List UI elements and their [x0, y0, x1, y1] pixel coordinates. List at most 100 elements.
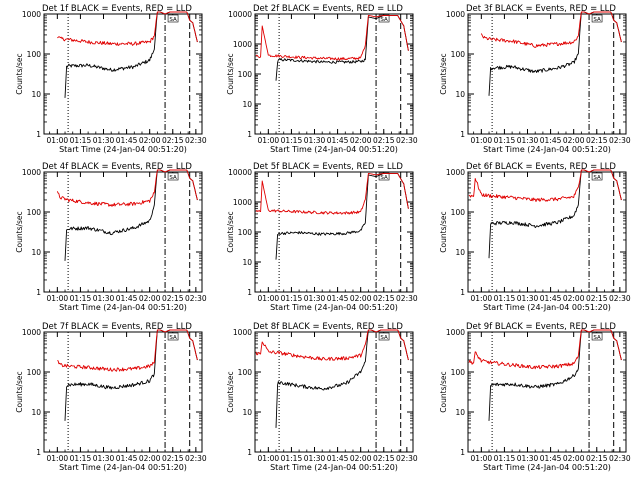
panel-det-8f: Det 8f BLACK = Events, RED = LLD 1 10 100 10… — [226, 322, 418, 472]
y-tick-label: 1 — [36, 130, 41, 139]
y-tick-label: 1000 — [233, 198, 252, 207]
x-tick-label: 01:15 — [70, 294, 92, 303]
y-tick-label: 1 — [247, 288, 252, 297]
x-tick-label: 01:00 — [471, 136, 493, 145]
sa-flag-box — [591, 172, 603, 181]
panel-det-4f: Det 4f BLACK = Events, RED = LLD 1 10 100 10… — [15, 162, 207, 312]
y-tick-label: 1000 — [446, 10, 465, 19]
x-tick-label: 02:30 — [185, 454, 207, 463]
x-tick-label: 02:00 — [139, 136, 161, 145]
x-tick-label: 01:00 — [258, 454, 280, 463]
y-tick-label: 10 — [242, 100, 252, 109]
x-tick-label: 01:15 — [281, 454, 303, 463]
x-tick-label: 01:30 — [517, 136, 539, 145]
x-tick-label: 02:30 — [609, 454, 631, 463]
sa-flag-label: SA — [593, 17, 601, 23]
y-axis-label: Counts/sec — [226, 53, 235, 94]
y-tick-label: 100 — [27, 50, 42, 59]
series-line-lld — [480, 11, 622, 48]
sa-flag-label: SA — [169, 175, 177, 181]
y-axis-label: Counts/sec — [439, 53, 448, 94]
series-line-events — [64, 169, 198, 261]
series-line-lld — [468, 169, 622, 203]
x-tick-label: 01:30 — [93, 294, 115, 303]
x-tick-label: 01:45 — [116, 294, 138, 303]
panel-title: Det 2f BLACK = Events, RED = LLD — [253, 4, 403, 14]
series-line-events — [275, 329, 409, 428]
y-axis-label: Counts/sec — [439, 371, 448, 412]
series-line-events — [64, 11, 198, 98]
x-tick-label: 02:30 — [609, 136, 631, 145]
x-tick-label: 02:15 — [373, 454, 395, 463]
sa-flag-box — [167, 172, 179, 181]
x-tick-label: 01:00 — [471, 454, 493, 463]
y-tick-label: 10 — [455, 90, 465, 99]
series-line-events — [488, 11, 622, 96]
x-tick-label: 01:15 — [494, 454, 516, 463]
panel-title: Det 8f BLACK = Events, RED = LLD — [253, 322, 403, 332]
x-tick-label: 01:00 — [471, 294, 493, 303]
panel-title: Det 1f BLACK = Events, RED = LLD — [42, 4, 192, 14]
plot-frame — [467, 331, 627, 453]
y-tick-label: 1 — [36, 288, 41, 297]
x-tick-label: 02:30 — [609, 294, 631, 303]
y-axis-label: Counts/sec — [15, 211, 24, 252]
x-tick-label: 02:00 — [350, 294, 372, 303]
sa-flag-label: SA — [169, 17, 177, 23]
series-line-lld — [57, 11, 198, 46]
x-tick-label: 02:00 — [563, 454, 585, 463]
y-tick-label: 1 — [460, 448, 465, 457]
series-line-lld — [56, 169, 198, 207]
x-tick-label: 01:00 — [258, 294, 280, 303]
x-tick-label: 01:30 — [93, 136, 115, 145]
sa-flag-label: SA — [593, 175, 601, 181]
y-tick-label: 1000 — [233, 328, 252, 337]
y-tick-label: 1000 — [446, 168, 465, 177]
sa-flag-label: SA — [380, 17, 388, 23]
sa-flag-box — [591, 14, 603, 23]
y-axis-label: Counts/sec — [226, 371, 235, 412]
x-tick-label: 02:00 — [350, 454, 372, 463]
y-axis-label: Counts/sec — [15, 53, 24, 94]
panel-title: Det 5f BLACK = Events, RED = LLD — [253, 162, 403, 172]
x-axis-label: Start Time (24-Jan-04 00:51:20) — [59, 303, 187, 312]
y-tick-label: 1000 — [233, 40, 252, 49]
x-tick-label: 01:45 — [116, 454, 138, 463]
y-tick-label: 10 — [31, 90, 41, 99]
series-line-events — [275, 14, 409, 81]
x-tick-label: 01:45 — [327, 136, 349, 145]
x-tick-label: 02:15 — [586, 454, 608, 463]
panel-title: Det 6f BLACK = Events, RED = LLD — [466, 162, 616, 172]
x-tick-label: 01:15 — [494, 136, 516, 145]
x-tick-label: 02:15 — [162, 454, 184, 463]
x-tick-label: 01:00 — [47, 294, 69, 303]
series-line-lld — [468, 329, 622, 370]
plot-frame — [43, 331, 203, 453]
x-axis-label: Start Time (24-Jan-04 00:51:20) — [483, 145, 611, 154]
series-line-lld — [255, 14, 409, 61]
panel-det-2f: Det 2f BLACK = Events, RED = LLD 1 10 100 10… — [226, 4, 418, 154]
x-axis-label: Start Time (24-Jan-04 00:51:20) — [59, 145, 187, 154]
y-tick-label: 10 — [455, 408, 465, 417]
y-tick-label: 1 — [247, 130, 252, 139]
y-tick-label: 1 — [460, 288, 465, 297]
y-tick-label: 10 — [242, 258, 252, 267]
y-tick-label: 10000 — [228, 168, 252, 177]
panel-title: Det 7f BLACK = Events, RED = LLD — [42, 322, 192, 332]
x-axis-label: Start Time (24-Jan-04 00:51:20) — [59, 463, 187, 472]
panel-det-1f: Det 1f BLACK = Events, RED = LLD 1 10 100 10… — [15, 4, 207, 154]
x-tick-label: 01:15 — [70, 454, 92, 463]
y-tick-label: 1 — [460, 130, 465, 139]
y-tick-label: 100 — [451, 208, 466, 217]
y-tick-label: 1 — [247, 448, 252, 457]
x-tick-label: 01:00 — [47, 454, 69, 463]
sa-flag-box — [591, 332, 603, 341]
x-tick-label: 01:15 — [70, 136, 92, 145]
x-tick-label: 02:15 — [162, 136, 184, 145]
series-line-events — [64, 329, 198, 421]
x-tick-label: 02:30 — [185, 136, 207, 145]
x-tick-label: 02:30 — [396, 294, 418, 303]
y-tick-label: 1000 — [22, 10, 41, 19]
y-tick-label: 100 — [451, 368, 466, 377]
panel-det-9f: Det 9f BLACK = Events, RED = LLD 1 10 100 10… — [439, 322, 631, 472]
